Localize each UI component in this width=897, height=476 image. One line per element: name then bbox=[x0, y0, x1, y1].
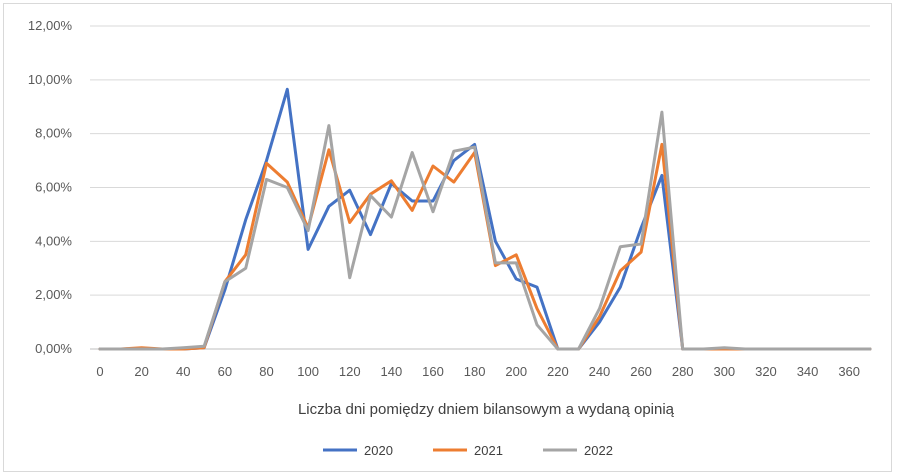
y-tick-label: 12,00% bbox=[28, 18, 73, 33]
y-axis-ticks: 0,00% 2,00% 4,00% 6,00% 8,00% 10,00% 12,00% bbox=[28, 18, 73, 356]
x-tick-label: 60 bbox=[218, 364, 232, 379]
x-tick-label: 0 bbox=[96, 364, 103, 379]
y-tick-label: 2,00% bbox=[35, 287, 72, 302]
x-tick-label: 360 bbox=[838, 364, 860, 379]
chart-frame bbox=[3, 3, 892, 472]
x-tick-label: 180 bbox=[464, 364, 486, 379]
x-tick-label: 160 bbox=[422, 364, 444, 379]
x-tick-label: 100 bbox=[297, 364, 319, 379]
x-tick-label: 40 bbox=[176, 364, 190, 379]
series-line-2022 bbox=[98, 110, 872, 351]
x-tick-label: 80 bbox=[259, 364, 273, 379]
x-tick-label: 240 bbox=[589, 364, 611, 379]
y-tick-label: 10,00% bbox=[28, 72, 73, 87]
y-tick-label: 0,00% bbox=[35, 341, 72, 356]
x-tick-label: 200 bbox=[505, 364, 527, 379]
x-tick-label: 20 bbox=[134, 364, 148, 379]
x-tick-label: 260 bbox=[630, 364, 652, 379]
x-tick-label: 340 bbox=[797, 364, 819, 379]
x-tick-label: 120 bbox=[339, 364, 361, 379]
legend-label-2021: 2021 bbox=[474, 443, 503, 458]
y-tick-label: 4,00% bbox=[35, 233, 72, 248]
y-tick-label: 8,00% bbox=[35, 126, 72, 141]
legend-label-2022: 2022 bbox=[584, 443, 613, 458]
x-tick-label: 140 bbox=[380, 364, 402, 379]
x-tick-label: 280 bbox=[672, 364, 694, 379]
x-axis-label: Liczba dni pomiędzy dniem bilansowym a w… bbox=[298, 401, 675, 418]
y-tick-label: 6,00% bbox=[35, 180, 72, 195]
x-tick-label: 220 bbox=[547, 364, 569, 379]
x-axis-ticks: 0 20 40 60 80 100 120 140 160 180 200 220 240 260 280 3… bbox=[96, 364, 860, 379]
x-tick-label: 320 bbox=[755, 364, 777, 379]
legend: 2020 2021 2022 bbox=[323, 443, 613, 458]
legend-label-2020: 2020 bbox=[364, 443, 393, 458]
x-tick-label: 300 bbox=[713, 364, 735, 379]
series-lines bbox=[98, 87, 872, 351]
